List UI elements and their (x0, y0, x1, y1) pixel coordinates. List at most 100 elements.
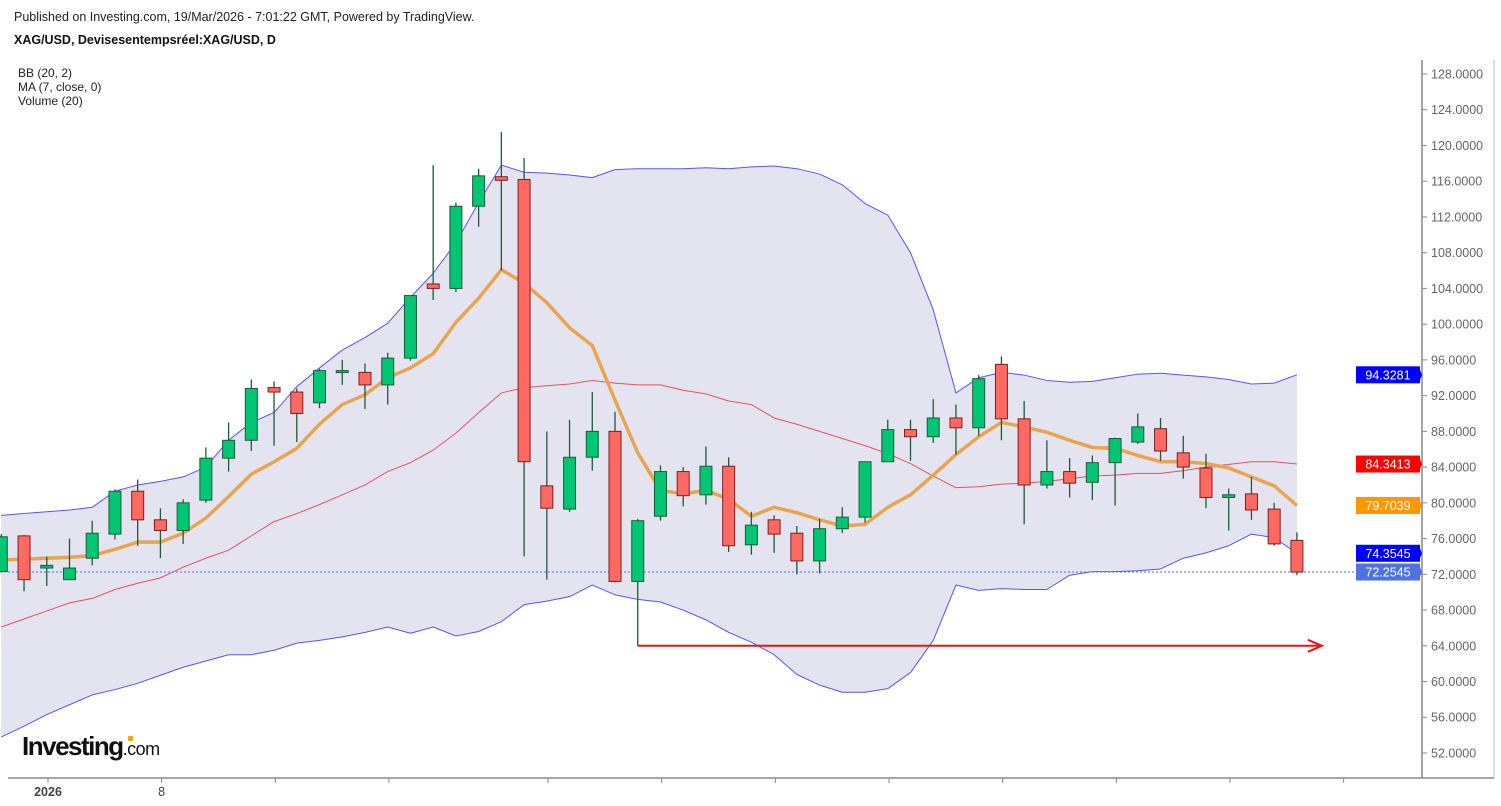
candle-body (108, 490, 122, 535)
candle-body (131, 490, 145, 521)
candle-body (244, 387, 258, 441)
candle-up (244, 379, 258, 452)
candle-body (403, 295, 417, 359)
candle-body (563, 456, 577, 510)
candle-body (153, 519, 167, 532)
candle-body (1017, 418, 1031, 486)
candle-body (85, 532, 99, 559)
candle-down (517, 157, 531, 557)
candle-up (699, 446, 713, 505)
candle-up (313, 368, 327, 409)
price-label-pointer (1420, 500, 1422, 511)
candle-up (563, 419, 577, 512)
candle-body (313, 370, 327, 404)
candle-down (1244, 476, 1258, 520)
candle-body (540, 485, 554, 509)
candle-body (0, 536, 8, 573)
y-tick-label: 104.0000 (1431, 282, 1483, 296)
legend-volume[interactable]: Volume (20) (18, 94, 83, 108)
candle-up (585, 392, 599, 471)
price-label-bg (1356, 563, 1420, 581)
y-tick-label: 124.0000 (1431, 103, 1483, 117)
candle-body (1040, 471, 1054, 486)
price-label-bb-lower: 74.3545 (1356, 544, 1422, 562)
candle-body (472, 175, 486, 207)
candle-body (449, 205, 463, 289)
candle-up (1108, 437, 1122, 506)
candle-body (994, 363, 1008, 420)
candle-down (540, 431, 554, 580)
candle-body (517, 178, 531, 463)
y-tick-label: 60.0000 (1431, 675, 1476, 689)
candle-up (1040, 440, 1054, 489)
candle-body (949, 417, 963, 429)
candle-up (1131, 413, 1145, 444)
candle-up (472, 168, 486, 227)
price-label-last-price: 72.2545 (1356, 563, 1422, 581)
legend-ma[interactable]: MA (7, close, 0) (18, 80, 102, 94)
y-tick-label: 116.0000 (1431, 175, 1482, 189)
candle-down (1290, 532, 1304, 576)
candle-body (1244, 493, 1258, 511)
candle-body (699, 465, 713, 496)
candle-body (722, 465, 736, 547)
candle-body (1290, 539, 1304, 573)
candle-down (1154, 417, 1168, 461)
price-label-bg (1356, 366, 1420, 384)
candle-up (449, 202, 463, 292)
logo-dot-icon (128, 736, 133, 741)
candle-body (267, 387, 281, 393)
y-tick-label: 100.0000 (1431, 318, 1483, 332)
candle-down (131, 479, 145, 546)
candle-up (222, 422, 236, 472)
candle-down (1267, 502, 1281, 546)
candle-down (494, 132, 508, 271)
chart-title: XAG/USD, Devisesentempsréel:XAG/USD, D (14, 33, 276, 47)
y-tick-label: 72.0000 (1431, 568, 1476, 582)
candle-body (813, 528, 827, 562)
candle-down (994, 356, 1008, 441)
bb-upper-line (1, 164, 1298, 516)
candle-body (426, 283, 440, 289)
candle-up (972, 375, 986, 436)
candle-body (858, 461, 872, 518)
price-label-ma7: 79.7039 (1356, 496, 1422, 514)
candle-down (153, 508, 167, 559)
candle-up (335, 359, 349, 385)
candle-body (676, 471, 690, 497)
candle-up (1085, 455, 1099, 501)
candle-down (722, 457, 736, 552)
candle-body (744, 524, 758, 546)
candle-body (176, 502, 190, 532)
candle-body (972, 378, 986, 429)
y-tick-label: 88.0000 (1431, 425, 1476, 439)
candle-down (676, 467, 690, 507)
candle-body (1176, 452, 1190, 468)
candle-body (358, 371, 372, 386)
candle-down (904, 419, 917, 461)
price-label-pointer (1420, 567, 1422, 578)
candle-down (767, 515, 781, 553)
price-label-text: 72.2545 (1365, 566, 1410, 580)
candle-up (176, 499, 190, 544)
candle-up (1222, 488, 1236, 531)
candle-body (904, 429, 917, 438)
candle-body (1199, 467, 1213, 498)
candle-body (585, 430, 599, 458)
candle-body (1222, 494, 1236, 498)
price-label-pointer (1420, 548, 1422, 559)
candle-up (62, 538, 76, 581)
y-tick-label: 64.0000 (1431, 639, 1476, 653)
candle-up (631, 518, 645, 646)
candle-down (949, 404, 963, 455)
candle-body (653, 471, 667, 517)
candle-up (85, 520, 99, 566)
candle-body (1063, 471, 1077, 484)
candle-body (199, 457, 213, 501)
candle-body (335, 370, 349, 374)
candle-body (17, 535, 31, 581)
candle-up (108, 489, 122, 540)
candle-up (653, 465, 667, 521)
legend-bb[interactable]: BB (20, 2) (18, 66, 73, 80)
